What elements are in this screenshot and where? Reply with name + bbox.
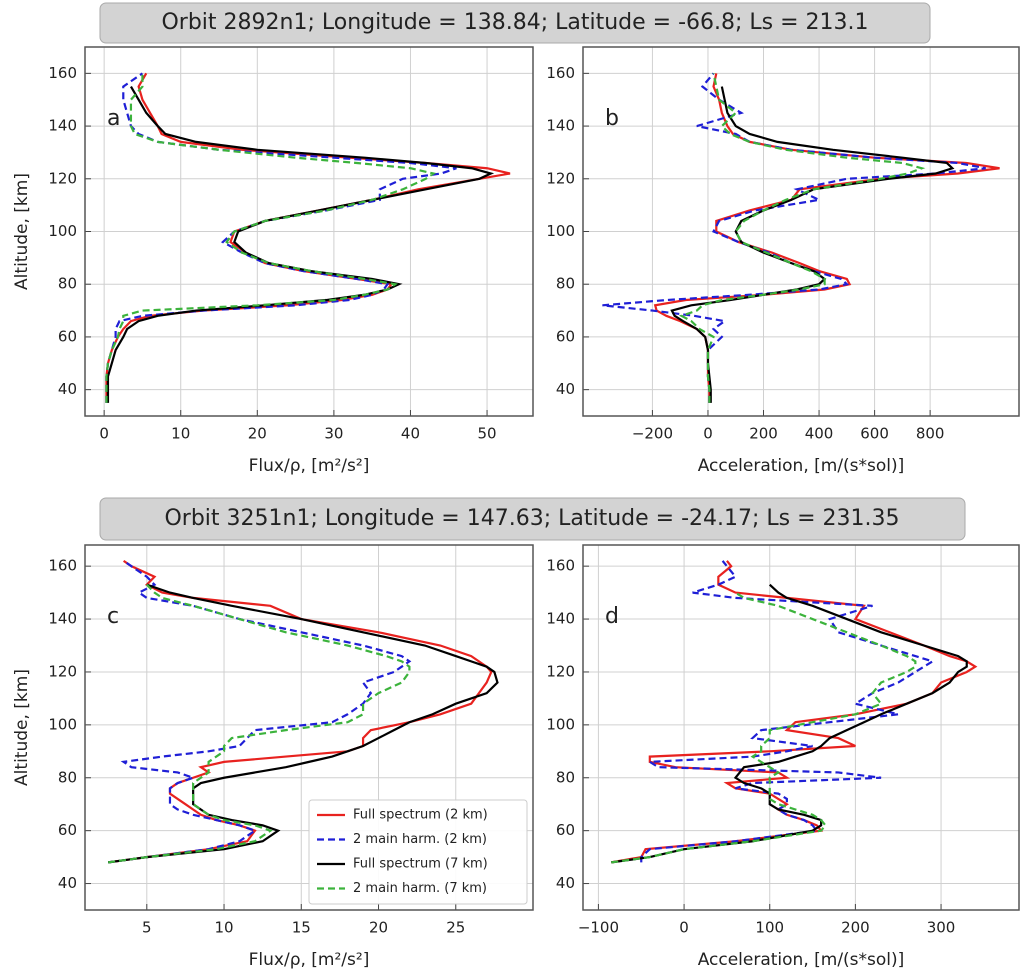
y-tick-label: 80 xyxy=(58,275,77,293)
x-tick-label: 10 xyxy=(171,425,190,443)
y-tick-label: 120 xyxy=(546,662,575,680)
y-tick-label: 100 xyxy=(48,222,77,240)
x-tick-label: 25 xyxy=(446,919,465,937)
x-tick-label: 300 xyxy=(927,919,956,937)
y-tick-label: 160 xyxy=(48,64,77,82)
legend-label: 2 main harm. (7 km) xyxy=(353,881,487,896)
data-line xyxy=(670,86,955,403)
y-axis-label: Altitude, [km] xyxy=(12,669,32,786)
data-line xyxy=(611,560,978,864)
x-tick-label: −200 xyxy=(632,425,673,443)
y-tick-label: 80 xyxy=(556,768,575,786)
x-tick-label: 30 xyxy=(324,425,343,443)
data-line xyxy=(108,559,493,864)
x-tick-label: −100 xyxy=(578,919,619,937)
y-tick-label: 60 xyxy=(58,327,77,345)
plot-frame xyxy=(84,544,534,911)
data-line xyxy=(611,583,968,864)
data-line xyxy=(105,73,437,403)
title-box xyxy=(99,2,931,44)
data-line xyxy=(678,73,926,403)
y-tick-label: 40 xyxy=(58,874,77,892)
plot-frame xyxy=(582,46,1020,417)
panel-label: a xyxy=(107,106,120,131)
data-line xyxy=(106,85,495,403)
y-tick-label: 120 xyxy=(48,662,77,680)
x-tick-label: 50 xyxy=(478,425,497,443)
y-tick-label: 120 xyxy=(48,169,77,187)
title-box xyxy=(99,497,966,541)
y-tick-label: 80 xyxy=(58,768,77,786)
x-tick-label: 200 xyxy=(841,919,870,937)
y-tick-label: 160 xyxy=(48,557,77,575)
x-axis-label: Acceleration, [m/(s*sol)] xyxy=(698,456,905,476)
panel-label: b xyxy=(605,106,619,131)
x-tick-label: 5 xyxy=(142,919,152,937)
x-tick-label: 0 xyxy=(99,425,109,443)
x-tick-label: 20 xyxy=(369,919,388,937)
y-tick-label: 40 xyxy=(556,874,575,892)
x-axis-label: Acceleration, [m/(s*sol)] xyxy=(698,950,905,970)
y-tick-label: 160 xyxy=(546,64,575,82)
x-tick-label: 400 xyxy=(805,425,834,443)
y-tick-label: 60 xyxy=(556,327,575,345)
data-line xyxy=(640,560,936,863)
x-tick-label: 10 xyxy=(214,919,233,937)
y-tick-label: 100 xyxy=(546,222,575,240)
x-tick-label: 40 xyxy=(401,425,420,443)
legend-label: Full spectrum (2 km) xyxy=(353,808,488,823)
panel-label: d xyxy=(605,604,619,629)
y-tick-label: 40 xyxy=(58,380,77,398)
x-tick-label: 15 xyxy=(292,919,311,937)
plot-frame xyxy=(84,46,534,417)
y-axis-label: Altitude, [km] xyxy=(12,173,32,290)
legend-label: 2 main harm. (2 km) xyxy=(353,832,487,847)
y-tick-label: 80 xyxy=(556,275,575,293)
data-line xyxy=(105,72,511,403)
data-line xyxy=(611,591,917,864)
legend-box xyxy=(308,799,528,905)
y-tick-label: 60 xyxy=(58,821,77,839)
x-axis-label: Flux/ρ, [m²/s²] xyxy=(249,456,370,476)
x-tick-label: 100 xyxy=(755,919,784,937)
x-tick-label: 0 xyxy=(679,919,689,937)
y-tick-label: 120 xyxy=(546,169,575,187)
x-axis-label: Flux/ρ, [m²/s²] xyxy=(249,950,370,970)
y-tick-label: 40 xyxy=(556,380,575,398)
y-tick-label: 140 xyxy=(546,117,575,135)
x-tick-label: 600 xyxy=(860,425,889,443)
y-tick-label: 100 xyxy=(546,715,575,733)
y-tick-label: 140 xyxy=(48,117,77,135)
y-tick-label: 140 xyxy=(48,610,77,628)
legend-label: Full spectrum (7 km) xyxy=(353,857,488,872)
x-tick-label: 20 xyxy=(248,425,267,443)
data-line xyxy=(105,72,457,403)
data-line xyxy=(602,72,986,403)
plot-frame xyxy=(582,544,1020,911)
data-line xyxy=(108,583,499,864)
x-tick-label: 200 xyxy=(749,425,778,443)
x-tick-label: 0 xyxy=(703,425,713,443)
y-tick-label: 100 xyxy=(48,715,77,733)
y-tick-label: 60 xyxy=(556,821,575,839)
data-line xyxy=(108,583,411,864)
x-tick-label: 800 xyxy=(916,425,945,443)
panel-label: c xyxy=(107,604,119,629)
y-tick-label: 140 xyxy=(546,610,575,628)
chart-title: Orbit 3251n1; Longitude = 147.63; Latitu… xyxy=(164,506,899,531)
y-tick-label: 160 xyxy=(546,557,575,575)
chart-title: Orbit 2892n1; Longitude = 138.84; Latitu… xyxy=(161,10,868,35)
